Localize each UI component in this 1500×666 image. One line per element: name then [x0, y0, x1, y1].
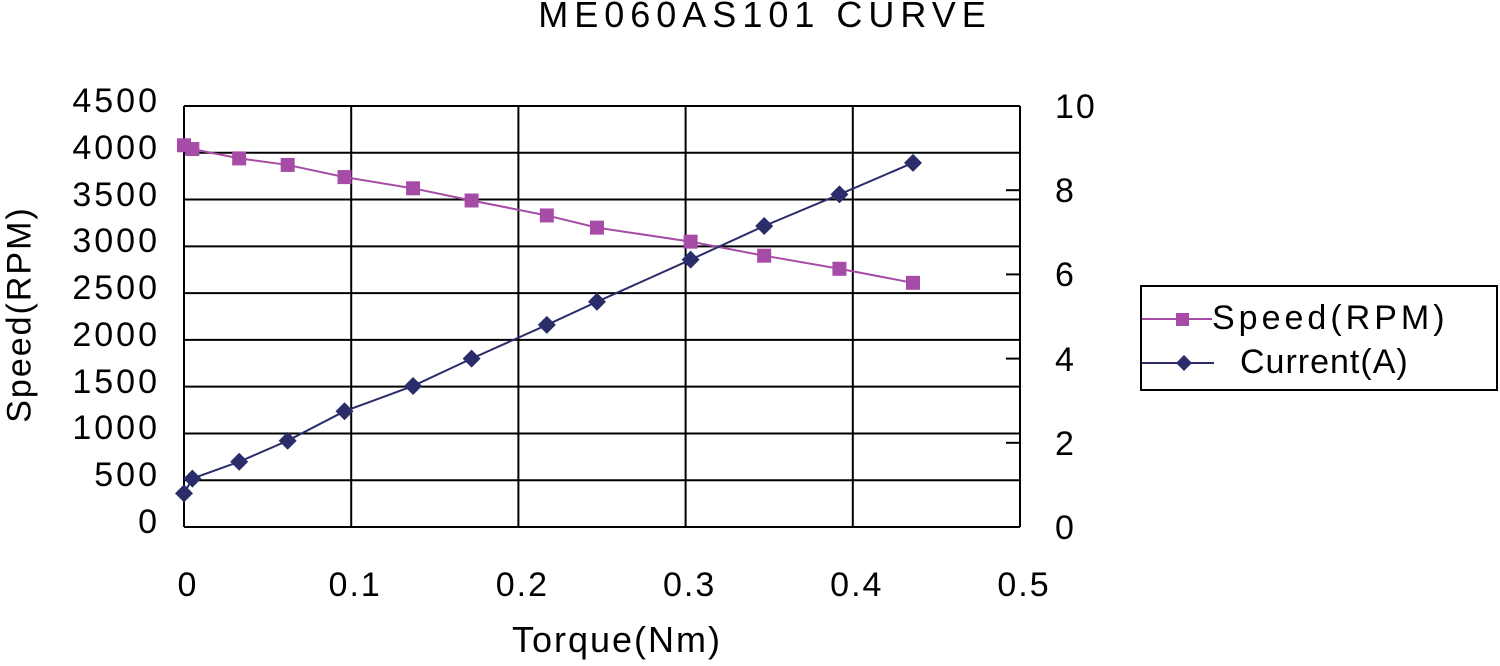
y2-tick-label: 2	[1055, 424, 1076, 463]
square-marker-icon	[683, 234, 698, 249]
x-tick-label: 0.5	[997, 566, 1051, 604]
square-marker-icon	[464, 193, 479, 208]
diamond-marker-icon	[830, 185, 849, 204]
y-tick-label: 500	[94, 456, 160, 495]
y-tick-label: 3500	[72, 175, 160, 214]
diamond-marker-icon	[755, 216, 774, 235]
y2-tick-label: 8	[1055, 172, 1076, 211]
diamond-marker-icon	[462, 349, 481, 368]
y-tick-label: 2000	[72, 315, 160, 354]
x-axis-label: Torque(Nm)	[511, 619, 723, 660]
square-marker-icon	[1142, 313, 1212, 326]
square-marker-icon	[589, 220, 604, 235]
diamond-marker-icon	[681, 250, 700, 269]
y2-tick-label: 0	[1055, 509, 1076, 547]
y2-tick-label: 6	[1055, 256, 1076, 295]
y-tick-label: 3000	[72, 222, 160, 261]
diamond-marker-icon	[903, 153, 922, 172]
y-tick-label: 1000	[72, 409, 160, 448]
diamond-marker-icon	[175, 484, 193, 503]
square-marker-icon	[905, 275, 920, 290]
legend-label-speed: Speed(RPM)	[1212, 299, 1449, 337]
diamond-marker-icon	[230, 452, 249, 471]
square-marker-icon	[406, 181, 421, 196]
x-tick-label: 0	[177, 566, 199, 604]
y-axis-label: Speed(RPM)	[0, 206, 39, 423]
y-tick-label: 2500	[72, 269, 160, 308]
diamond-marker-icon	[587, 292, 606, 311]
chart-title: ME060AS101 CURVE	[538, 0, 992, 35]
legend-label-current: Current(A)	[1240, 343, 1409, 381]
square-marker-icon	[185, 142, 200, 157]
chart-legend: Speed(RPM) Current(A)	[1140, 285, 1498, 391]
y-tick-label: 4500	[72, 82, 160, 120]
square-marker-icon	[539, 208, 554, 223]
y-tick-label: 4000	[72, 128, 160, 167]
y2-tick-label: 10	[1055, 88, 1097, 126]
square-marker-icon	[232, 151, 247, 166]
diamond-marker-icon	[278, 431, 297, 450]
square-marker-icon	[832, 261, 847, 276]
legend-item-current: Current(A)	[1142, 345, 1496, 385]
square-marker-icon	[757, 248, 772, 263]
square-marker-icon	[337, 170, 352, 185]
diamond-marker-icon	[404, 376, 423, 395]
y-tick-label: 0	[138, 503, 160, 541]
y-tick-label: 1500	[72, 362, 160, 401]
diamond-marker-icon	[537, 315, 556, 334]
x-tick-label: 0.4	[830, 566, 884, 604]
diamond-marker-icon	[335, 402, 354, 421]
legend-item-speed: Speed(RPM)	[1142, 299, 1496, 339]
square-marker-icon	[280, 157, 295, 172]
x-tick-label: 0.2	[495, 566, 550, 604]
x-tick-label: 0.1	[328, 566, 382, 604]
y2-tick-label: 4	[1055, 340, 1076, 379]
diamond-marker-icon	[183, 469, 202, 488]
diamond-marker-icon	[1142, 355, 1214, 371]
x-tick-label: 0.3	[662, 566, 717, 604]
